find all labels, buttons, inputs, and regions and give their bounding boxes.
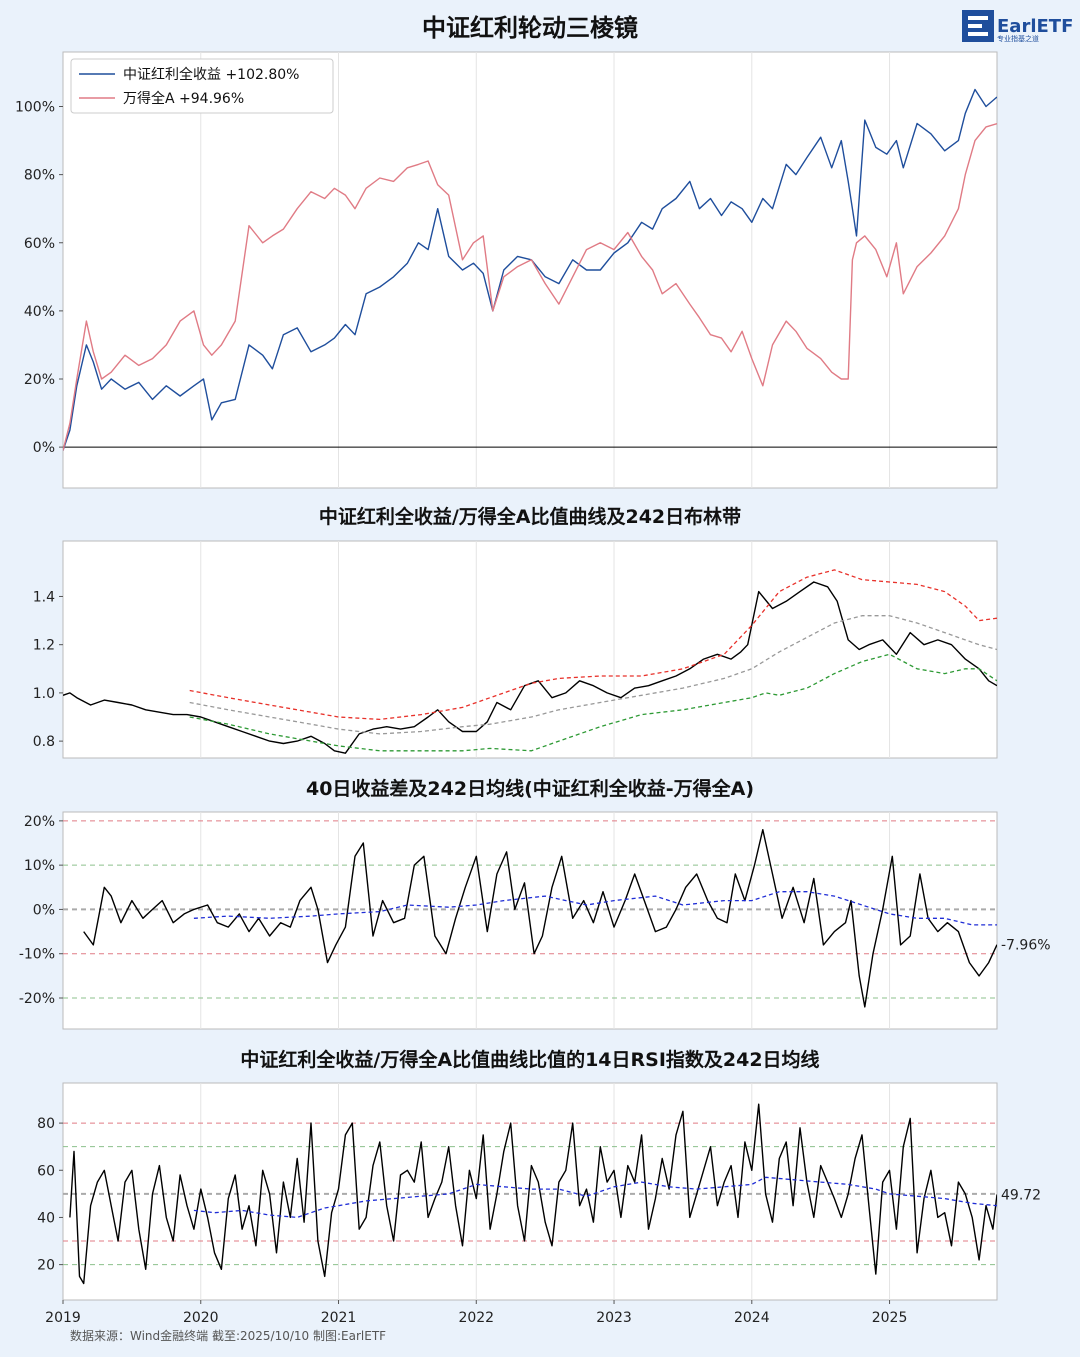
ratio-bollinger-ytick-label: 1.4 xyxy=(33,589,55,605)
legend-label: 中证红利全收益 +102.80% xyxy=(123,66,299,83)
cumulative-ytick-label: 0% xyxy=(33,440,55,456)
rsi-ytick-label: 40 xyxy=(37,1210,55,1226)
return-spread-title: 40日收益差及242日均线(中证红利全收益-万得全A) xyxy=(306,777,754,800)
source-note: 数据来源：Wind金融终端 截至:2025/10/10 制图:EarlETF xyxy=(70,1328,386,1343)
rsi-xtick-label: 2025 xyxy=(872,1310,908,1326)
return-spread-panel: 40日收益差及242日均线(中证红利全收益-万得全A) -20% -10% 0% 10%… xyxy=(19,777,1051,1030)
rsi-last-value-label: 49.72 xyxy=(1001,1188,1041,1204)
ratio-bollinger-series-line-0 xyxy=(63,581,997,754)
legend-box xyxy=(70,58,334,114)
rsi-plot-area xyxy=(62,1082,998,1301)
ratio-bollinger-ytick-label: 1.2 xyxy=(33,638,55,654)
return-spread-series-line-0 xyxy=(83,829,997,1008)
return-spread-ytick-label: 20% xyxy=(24,814,55,830)
rsi-xtick-label: 2024 xyxy=(734,1310,770,1326)
rsi-series-line-0 xyxy=(69,1103,997,1285)
ratio-bollinger-series-line-2 xyxy=(189,615,997,735)
return-spread-series-line-1 xyxy=(193,891,997,926)
return-spread-ytick-label: 0% xyxy=(33,902,55,918)
return-spread-ytick-label: -10% xyxy=(19,947,55,963)
rsi-panel: 中证红利全收益/万得全A比值曲线比值的14日RSI指数及242日均线 20 40 60… xyxy=(37,1048,1041,1326)
return-spread-last-value-label: -7.96% xyxy=(1001,938,1051,954)
rsi-xtick-label: 2021 xyxy=(321,1310,357,1326)
cumulative-panel: 0% 20% 40% 60% 80% 100% 中证红利全收益 +102.80% 万得全A +… xyxy=(15,51,998,489)
legend-label: 万得全A +94.96% xyxy=(123,90,244,107)
rsi-ytick-label: 20 xyxy=(37,1258,55,1274)
rsi-xtick-label: 2023 xyxy=(596,1310,632,1326)
ratio-bollinger-panel: 中证红利全收益/万得全A比值曲线及242日布林带 0.8 1.0 1.2 1.4 xyxy=(33,505,998,759)
rsi-ytick-label: 80 xyxy=(37,1116,55,1132)
rsi-ytick-label: 60 xyxy=(37,1163,55,1179)
rsi-title: 中证红利全收益/万得全A比值曲线比值的14日RSI指数及242日均线 xyxy=(240,1048,819,1071)
rsi-xtick-label: 2022 xyxy=(458,1310,494,1326)
cumulative-ytick-label: 20% xyxy=(24,372,55,388)
ratio-bollinger-plot-area xyxy=(62,540,998,759)
cumulative-ytick-label: 40% xyxy=(24,304,55,320)
return-spread-ytick-label: 10% xyxy=(24,858,55,874)
return-spread-ytick-label: -20% xyxy=(19,991,55,1007)
legend: 中证红利全收益 +102.80% 万得全A +94.96% xyxy=(70,58,334,114)
ratio-bollinger-ytick-label: 1.0 xyxy=(33,686,55,702)
ratio-bollinger-ytick-label: 0.8 xyxy=(33,734,55,750)
page-title: 中证红利轮动三棱镜 xyxy=(422,14,638,42)
ratio-bollinger-title: 中证红利全收益/万得全A比值曲线及242日布林带 xyxy=(319,505,741,528)
logo-text: EarlETF xyxy=(997,16,1073,37)
cumulative-series-line-1 xyxy=(63,123,997,451)
cumulative-ytick-label: 100% xyxy=(15,100,55,116)
cumulative-ytick-label: 80% xyxy=(24,168,55,184)
rsi-xtick-label: 2020 xyxy=(183,1310,219,1326)
earletf-logo-icon: EarlETF 专业指基之道 xyxy=(962,10,1073,43)
rsi-xtick-label: 2019 xyxy=(45,1310,81,1326)
cumulative-ytick-label: 60% xyxy=(24,236,55,252)
cumulative-series-line-0 xyxy=(63,88,997,451)
cumulative-plot-area xyxy=(62,51,998,489)
logo-tagline: 专业指基之道 xyxy=(997,34,1039,43)
rsi-series-line-1 xyxy=(193,1176,997,1219)
